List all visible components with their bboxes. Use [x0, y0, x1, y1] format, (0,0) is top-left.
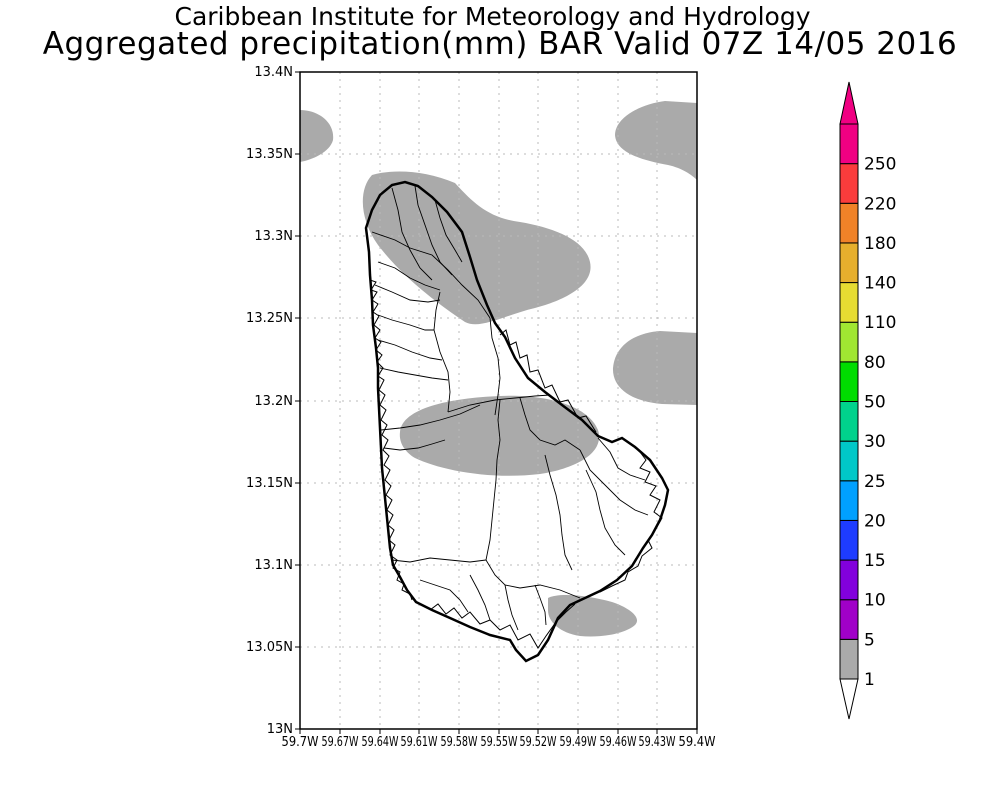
colorbar-segment — [839, 559, 859, 601]
precip-area-northeast — [615, 101, 697, 180]
west-coast-detail — [369, 279, 413, 601]
precip-area-north-island — [362, 171, 591, 325]
colorbar-segment — [839, 282, 859, 323]
colorbar-segment — [839, 519, 859, 561]
lon-label: 59.49W — [560, 735, 597, 750]
lat-label: 13.35N — [246, 147, 293, 162]
colorbar-level-label: 1 — [864, 670, 875, 690]
colorbar-segment — [839, 440, 859, 482]
lat-axis: 13.4N 13.35N 13.3N 13.25N 13.2N 13.15N 1… — [246, 65, 300, 737]
colorbar-segment — [839, 599, 859, 640]
lon-label: 59.64W — [362, 735, 399, 750]
graticule — [300, 72, 697, 729]
colorbar-segment — [839, 480, 859, 521]
lat-label: 13.25N — [246, 311, 293, 326]
colorbar-level-label: 220 — [864, 194, 896, 214]
colorbar-segment — [839, 202, 859, 244]
colorbar-segment — [839, 123, 859, 165]
east-coast-detail — [429, 329, 663, 649]
colorbar-level-label: 15 — [864, 551, 886, 571]
lon-axis: 59.7W 59.67W 59.64W 59.61W 59.58W 59.55W… — [282, 729, 716, 750]
colorbar-below-arrow — [839, 678, 859, 720]
precip-area-northwest — [300, 110, 334, 162]
lon-label: 59.4W — [679, 735, 716, 750]
lat-label: 13.4N — [254, 65, 293, 80]
colorbar-segment — [839, 321, 859, 363]
lon-label: 59.55W — [481, 735, 518, 750]
colorbar-level-label: 80 — [864, 353, 886, 373]
lat-label: 13.1N — [254, 558, 293, 573]
lon-label: 59.7W — [282, 735, 319, 750]
island-outline — [364, 180, 670, 663]
colorbar-level-label: 20 — [864, 511, 886, 531]
lat-label: 13.05N — [246, 640, 293, 655]
colorbar-level-label: 50 — [864, 393, 886, 413]
lon-label: 59.61W — [401, 735, 438, 750]
lon-label: 59.43W — [639, 735, 676, 750]
colorbar-segment — [839, 401, 859, 442]
precip-area-east — [612, 331, 697, 405]
parish-boundaries — [371, 185, 649, 631]
colorbar-level-label: 30 — [864, 432, 886, 452]
lat-label: 13.15N — [246, 476, 293, 491]
colorbar-level-label: 5 — [864, 630, 875, 650]
colorbar-level-label: 140 — [864, 274, 896, 294]
lat-label: 13.2N — [254, 394, 293, 409]
colorbar-segment — [839, 163, 859, 204]
lon-label: 59.52W — [520, 735, 557, 750]
colorbar-level-label: 110 — [864, 313, 896, 333]
lon-label: 59.67W — [322, 735, 359, 750]
colorbar-segment — [839, 361, 859, 403]
colorbar-segment — [839, 242, 859, 284]
colorbar-level-label: 250 — [864, 155, 896, 175]
lat-label: 13.3N — [254, 229, 293, 244]
lat-label: 13N — [267, 722, 293, 737]
colorbar-level-label: 25 — [864, 472, 886, 492]
colorbar-above-arrow — [839, 81, 859, 125]
lon-label: 59.46W — [600, 735, 637, 750]
colorbar-level-label: 10 — [864, 591, 886, 611]
colorbar-segment — [839, 638, 859, 680]
map-title: Caribbean Institute for Meteorology and … — [174, 2, 811, 31]
lon-label: 59.58W — [441, 735, 478, 750]
colorbar-level-label: 180 — [864, 234, 896, 254]
map-subtitle: Aggregated precipitation(mm) BAR Valid 0… — [42, 26, 958, 62]
